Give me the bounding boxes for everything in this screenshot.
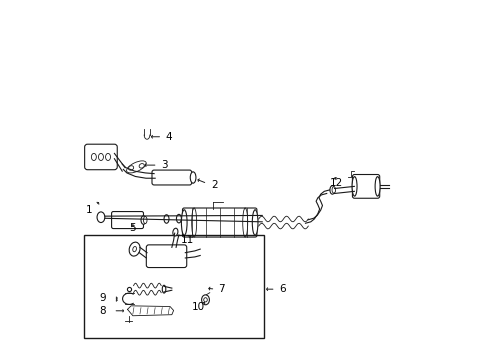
Text: 7: 7 xyxy=(218,284,224,294)
Ellipse shape xyxy=(163,215,169,223)
Text: 9: 9 xyxy=(99,293,106,303)
Ellipse shape xyxy=(91,153,96,161)
Ellipse shape xyxy=(252,210,258,235)
Ellipse shape xyxy=(351,177,356,196)
Ellipse shape xyxy=(128,166,133,170)
FancyBboxPatch shape xyxy=(182,208,256,237)
Ellipse shape xyxy=(201,295,209,305)
Text: 11: 11 xyxy=(180,235,193,245)
FancyBboxPatch shape xyxy=(111,212,143,229)
Text: 2: 2 xyxy=(210,180,217,190)
Ellipse shape xyxy=(172,228,178,236)
Text: 1: 1 xyxy=(86,205,92,215)
Text: 12: 12 xyxy=(329,178,343,188)
Text: 4: 4 xyxy=(165,132,172,142)
FancyBboxPatch shape xyxy=(146,245,186,267)
Ellipse shape xyxy=(331,187,335,193)
Text: 8: 8 xyxy=(99,306,106,316)
Ellipse shape xyxy=(374,177,379,196)
Bar xyxy=(84,235,264,338)
Ellipse shape xyxy=(126,161,146,173)
FancyBboxPatch shape xyxy=(352,175,379,198)
Text: 3: 3 xyxy=(161,160,167,170)
Text: 6: 6 xyxy=(278,284,285,294)
Ellipse shape xyxy=(139,163,144,168)
Ellipse shape xyxy=(97,212,104,222)
Ellipse shape xyxy=(190,172,196,183)
Text: 10: 10 xyxy=(191,302,204,312)
Ellipse shape xyxy=(105,153,110,161)
Ellipse shape xyxy=(133,247,136,252)
Ellipse shape xyxy=(129,242,140,256)
Ellipse shape xyxy=(143,216,147,224)
Ellipse shape xyxy=(203,298,207,302)
Ellipse shape xyxy=(141,216,145,224)
Ellipse shape xyxy=(176,215,181,223)
Ellipse shape xyxy=(162,285,165,293)
FancyBboxPatch shape xyxy=(84,144,117,170)
FancyBboxPatch shape xyxy=(152,170,191,185)
Text: 5: 5 xyxy=(129,223,136,233)
Ellipse shape xyxy=(329,186,334,194)
Ellipse shape xyxy=(98,153,103,161)
Polygon shape xyxy=(127,306,173,316)
Ellipse shape xyxy=(181,210,187,235)
